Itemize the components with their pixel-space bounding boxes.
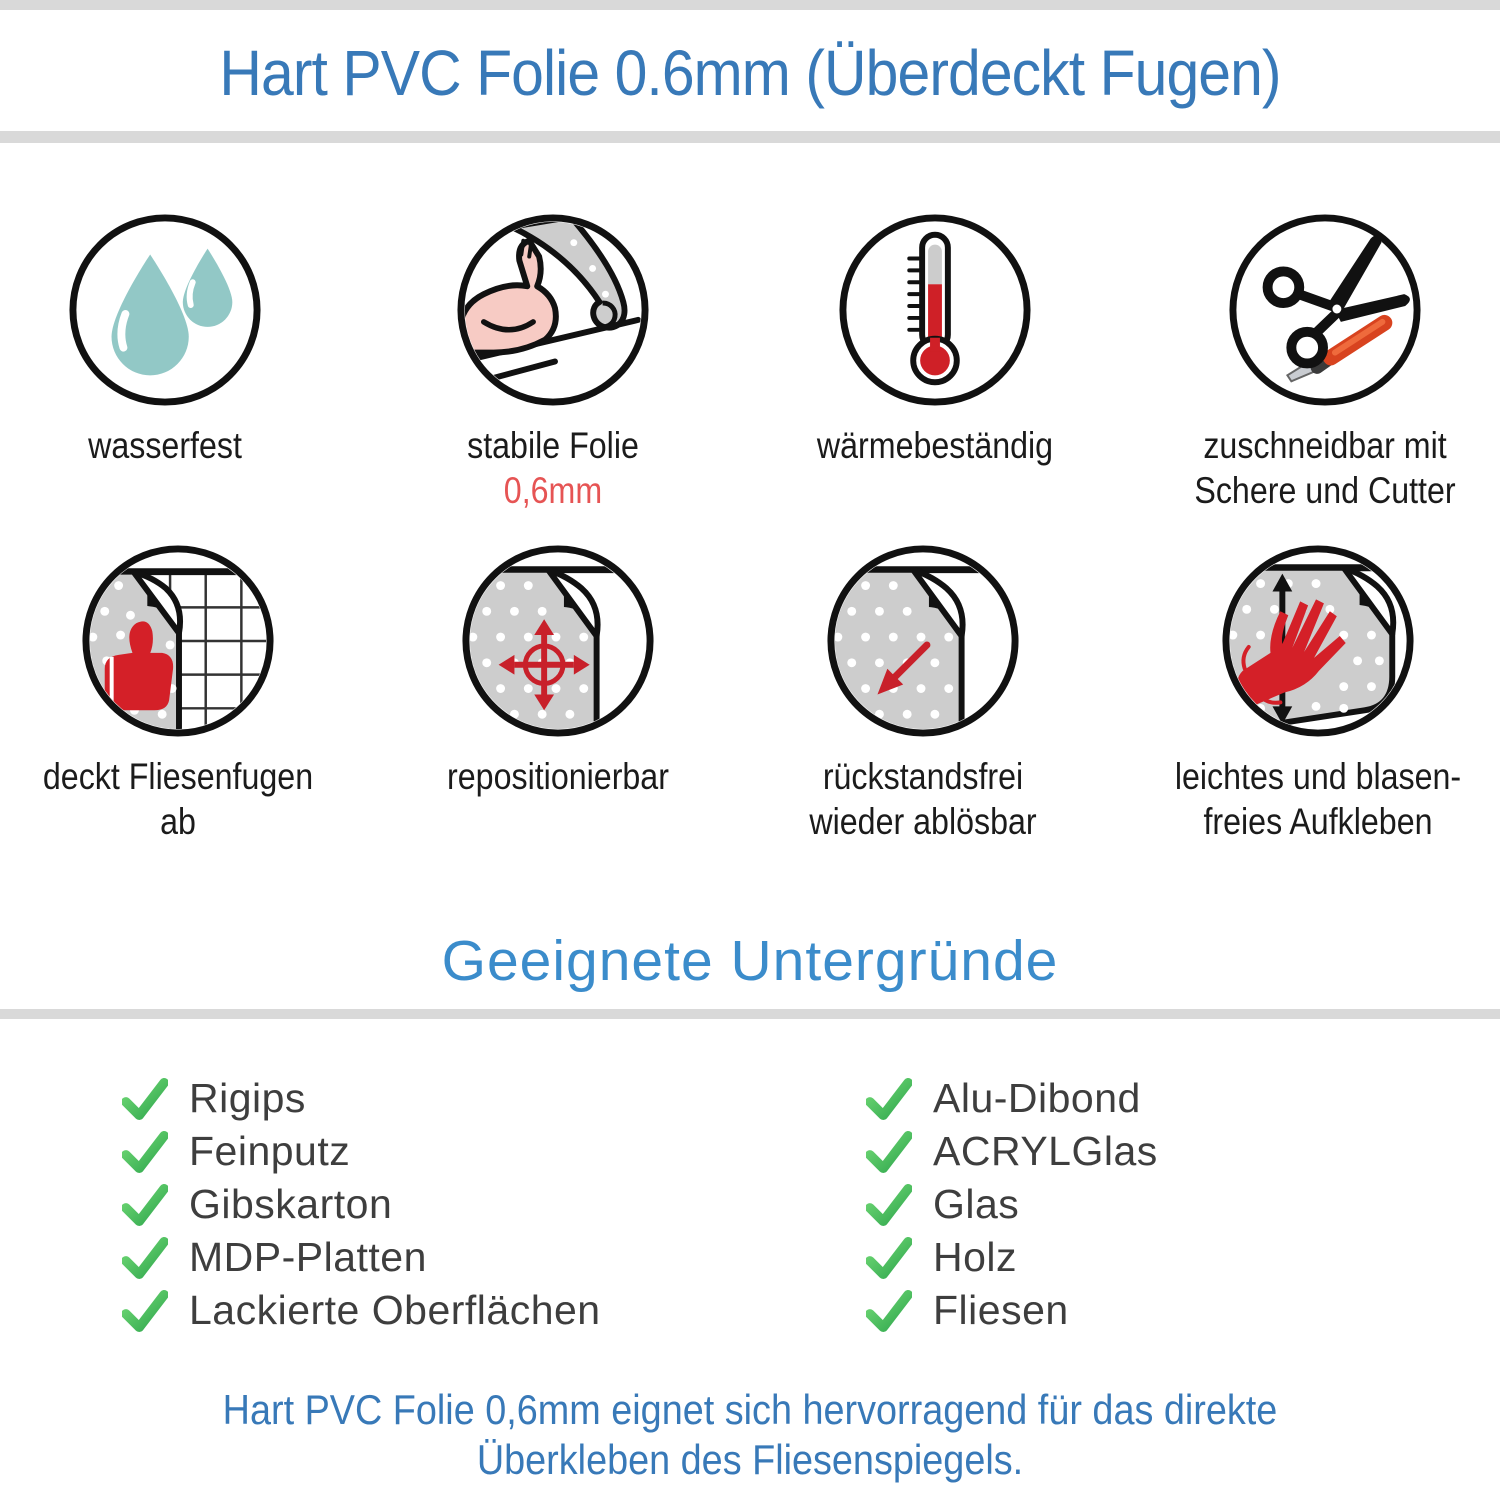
feature-repositionierbar: repositionierbar [388, 542, 728, 799]
feature-wasserfest: wasserfest [0, 211, 335, 468]
check-icon [122, 1077, 168, 1120]
surface-item: Alu-Dibond [866, 1072, 1158, 1125]
surface-item: Fliesen [866, 1284, 1158, 1337]
surface-item: Holz [866, 1231, 1158, 1284]
thermometer-icon [839, 214, 1031, 406]
surface-item-label: Gibskarton [189, 1181, 393, 1227]
feature-leichtes-aufkleben: leichtes und blasen- freies Aufkleben [1148, 542, 1488, 844]
check-icon [866, 1183, 912, 1226]
check-icon [122, 1236, 168, 1279]
feature-label-line2: wieder ablösbar [809, 801, 1037, 842]
feature-label: leichtes und blasen- [1174, 756, 1462, 797]
footer-line2: Überkleben des Fliesenspiegels. [476, 1436, 1024, 1483]
peel-arrow-foil-icon [827, 545, 1019, 737]
surface-item: MDP-Platten [122, 1231, 601, 1284]
water-drops-icon [69, 214, 261, 406]
feature-label-line2: Schere und Cutter [1194, 470, 1456, 511]
surface-item: Rigips [122, 1072, 601, 1125]
feature-stabile-folie: stabile Folie 0,6mm [383, 211, 723, 514]
top-divider-bar [0, 0, 1500, 10]
muscle-arm-foil-icon [457, 214, 649, 406]
feature-label: wasserfest [88, 425, 242, 466]
feature-deckt-fliesenfugen: deckt Fliesenfugen ab [8, 542, 348, 844]
surface-item-label: Lackierte Oberflächen [189, 1287, 601, 1333]
title-divider-bar [0, 131, 1500, 143]
check-icon [866, 1130, 912, 1173]
check-icon [866, 1077, 912, 1120]
feature-label: rückstandsfrei [822, 756, 1024, 797]
check-icon [866, 1236, 912, 1279]
feature-rueckstandsfrei: rückstandsfrei wieder ablösbar [753, 542, 1093, 844]
surface-list-right: Alu-Dibond ACRYLGlas Glas Holz Fliesen [866, 1072, 1158, 1337]
surface-item-label: Fliesen [933, 1287, 1069, 1333]
surface-item-label: MDP-Platten [189, 1234, 427, 1280]
feature-label: stabile Folie [467, 425, 639, 466]
feature-label: wärmebeständig [816, 425, 1054, 466]
surface-list-left: Rigips Feinputz Gibskarton MDP-Platten Lacki… [122, 1072, 601, 1337]
surface-item: Gibskarton [122, 1178, 601, 1231]
section-divider-bar [0, 1009, 1500, 1019]
feature-waermebestaendig: wärmebeständig [765, 211, 1105, 468]
check-icon [122, 1183, 168, 1226]
feature-zuschneidbar: zuschneidbar mit Schere und Cutter [1155, 211, 1495, 513]
surface-item-label: Alu-Dibond [933, 1075, 1141, 1121]
surface-item-label: Feinputz [189, 1128, 351, 1174]
surface-item-label: Glas [933, 1181, 1020, 1227]
surface-item: Feinputz [122, 1125, 601, 1178]
feature-label: repositionierbar [447, 756, 669, 797]
section-title-untergruende: Geeignete Untergründe [441, 929, 1059, 993]
scissors-cutter-icon [1229, 214, 1421, 406]
check-icon [866, 1289, 912, 1332]
surface-item: ACRYLGlas [866, 1125, 1158, 1178]
hand-smooth-foil-icon [1222, 545, 1414, 737]
check-icon [122, 1130, 168, 1173]
thumb-up-tiles-icon [82, 545, 274, 737]
surface-item: Glas [866, 1178, 1158, 1231]
surface-item-label: Holz [933, 1234, 1018, 1280]
surface-item: Lackierte Oberflächen [122, 1284, 601, 1337]
feature-label: deckt Fliesenfugen ab [42, 756, 314, 842]
page-title: Hart PVC Folie 0.6mm (Überdeckt Fugen) [219, 37, 1281, 109]
move-arrows-foil-icon [462, 545, 654, 737]
feature-sublabel: 0,6mm [503, 470, 603, 511]
surface-item-label: ACRYLGlas [933, 1128, 1158, 1174]
footer-line1: Hart PVC Folie 0,6mm eignet sich hervorr… [222, 1386, 1278, 1433]
feature-label: zuschneidbar mit [1203, 425, 1447, 466]
check-icon [122, 1289, 168, 1332]
footer-note: Hart PVC Folie 0,6mm eignet sich hervorr… [75, 1385, 1425, 1485]
feature-label-line2: freies Aufkleben [1203, 801, 1433, 842]
surface-item-label: Rigips [189, 1075, 306, 1121]
